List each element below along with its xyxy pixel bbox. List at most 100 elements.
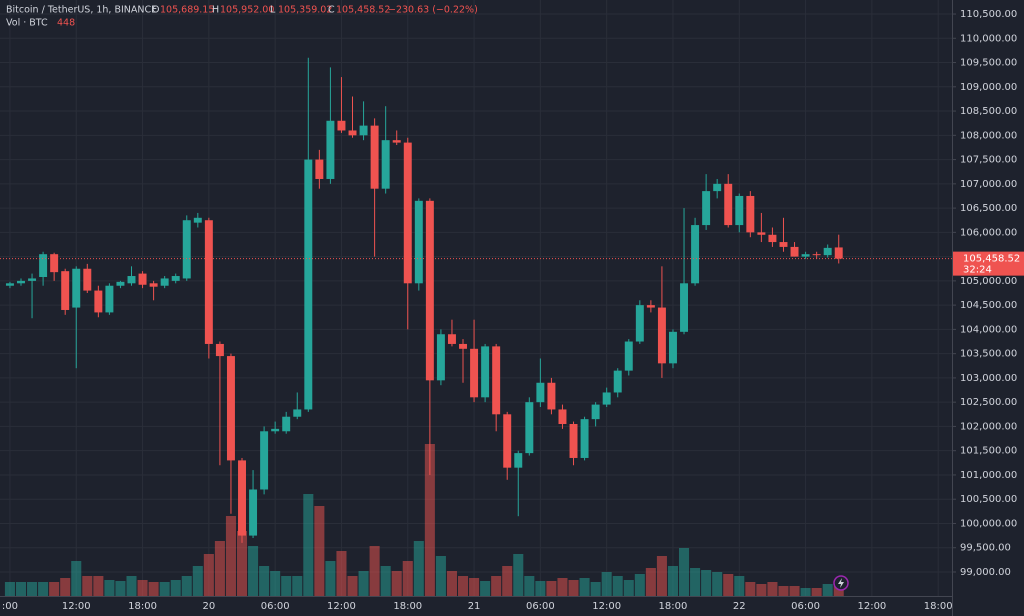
volume-bar	[27, 582, 38, 596]
volume-bar	[590, 582, 601, 596]
x-tick-label: 18:00	[128, 601, 157, 612]
volume-bar	[833, 586, 844, 596]
candle-body	[293, 409, 302, 417]
candle-body	[425, 200, 434, 381]
candle-body	[359, 125, 368, 136]
candle-body	[61, 271, 70, 310]
candle-body	[801, 254, 810, 257]
x-tick-label: :00	[2, 601, 18, 612]
volume-bar	[259, 566, 270, 596]
open-key: O	[152, 5, 159, 16]
y-tick-label: 100,000.00	[960, 518, 1017, 529]
volume-bar	[281, 576, 292, 596]
candle-body	[381, 140, 390, 189]
volume-bar	[712, 572, 723, 596]
volume-bar	[4, 582, 15, 596]
volume-bar	[248, 546, 259, 596]
candle-body	[72, 268, 81, 308]
volume-bar	[236, 531, 248, 596]
volume-bar	[391, 571, 402, 596]
volume-name: Vol · BTC	[6, 18, 48, 29]
x-tick-label: 12:00	[327, 601, 356, 612]
volume-bar	[303, 494, 314, 596]
volume-bar	[325, 561, 336, 596]
volume-bar	[181, 576, 192, 596]
y-tick-label: 100,500.00	[960, 494, 1017, 505]
time-axis-panel	[0, 596, 952, 616]
volume-bar	[822, 584, 833, 596]
volume-bar	[38, 582, 49, 596]
candle-body	[392, 140, 401, 143]
volume-bar	[192, 566, 203, 596]
candle-body	[547, 382, 556, 410]
candle-body	[116, 281, 125, 286]
change: −230.63 (−0.22%)	[388, 5, 478, 16]
candle-body	[790, 246, 799, 257]
volume-bar	[115, 581, 126, 596]
candle-body	[193, 217, 202, 223]
candle-body	[271, 428, 280, 432]
candle-body	[105, 285, 114, 313]
volume-bar	[435, 556, 446, 596]
candle-body	[746, 195, 755, 233]
candle-body	[348, 130, 357, 136]
volume-bar	[270, 571, 281, 596]
volume-bar	[93, 576, 104, 596]
volume-bar	[723, 574, 734, 596]
volume-bar	[137, 580, 148, 596]
volume-bar	[336, 551, 347, 596]
candle-body	[525, 402, 534, 454]
volume-bar	[656, 556, 667, 596]
candle-body	[834, 247, 843, 259]
volume-bar	[645, 568, 656, 596]
candle-body	[315, 159, 324, 179]
volume-bar	[767, 582, 778, 596]
y-tick-label: 104,500.00	[960, 300, 1017, 311]
volume-bar	[446, 571, 457, 596]
volume-bar	[347, 576, 358, 596]
x-tick-label: 18:00	[393, 601, 422, 612]
candle-body	[635, 305, 644, 342]
symbol: Bitcoin / TetherUS, 1h, BINANCE	[6, 5, 157, 16]
alert-icon[interactable]	[833, 575, 849, 591]
x-tick-label: 22	[733, 601, 746, 612]
candle-body	[215, 343, 224, 357]
volume-bar	[535, 581, 546, 596]
y-tick-label: 107,500.00	[960, 155, 1017, 166]
candle-body	[470, 348, 479, 398]
x-tick-label: 18:00	[659, 601, 688, 612]
volume-bar	[457, 576, 469, 596]
y-tick-label: 107,000.00	[960, 179, 1017, 190]
volume-bar	[745, 582, 756, 596]
volume-bar	[469, 578, 480, 596]
candle-body	[812, 254, 821, 256]
candle-body	[536, 382, 545, 403]
x-tick-label: 12:00	[857, 601, 886, 612]
volume-bar	[601, 572, 612, 596]
countdown: 32:24	[963, 265, 992, 276]
candle-body	[447, 334, 456, 344]
volume-bar	[557, 578, 568, 596]
price-tag	[953, 251, 1024, 276]
low-key: L	[270, 5, 276, 16]
candle-body	[226, 356, 235, 461]
candle-body	[591, 404, 600, 420]
candle-body	[646, 305, 655, 308]
candle-body	[138, 273, 147, 285]
candle-body	[503, 414, 512, 468]
candle-body	[702, 191, 711, 226]
candle-body	[602, 392, 611, 405]
candle-body	[326, 120, 335, 179]
close-key: C	[328, 5, 335, 16]
candle-body	[492, 346, 501, 415]
volume-value: 448	[57, 18, 75, 29]
volume-bar	[701, 570, 712, 596]
volume-bar	[568, 580, 579, 596]
volume-bar	[126, 576, 137, 596]
volume-bar	[203, 554, 214, 596]
volume-bar	[612, 576, 623, 596]
candle-body	[691, 225, 700, 284]
y-tick-label: 101,500.00	[960, 446, 1017, 457]
volume-bar	[82, 576, 93, 596]
